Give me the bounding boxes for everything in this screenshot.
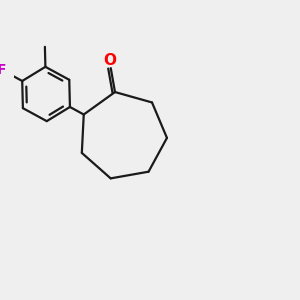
Text: F: F bbox=[0, 63, 6, 77]
Text: O: O bbox=[103, 53, 116, 68]
